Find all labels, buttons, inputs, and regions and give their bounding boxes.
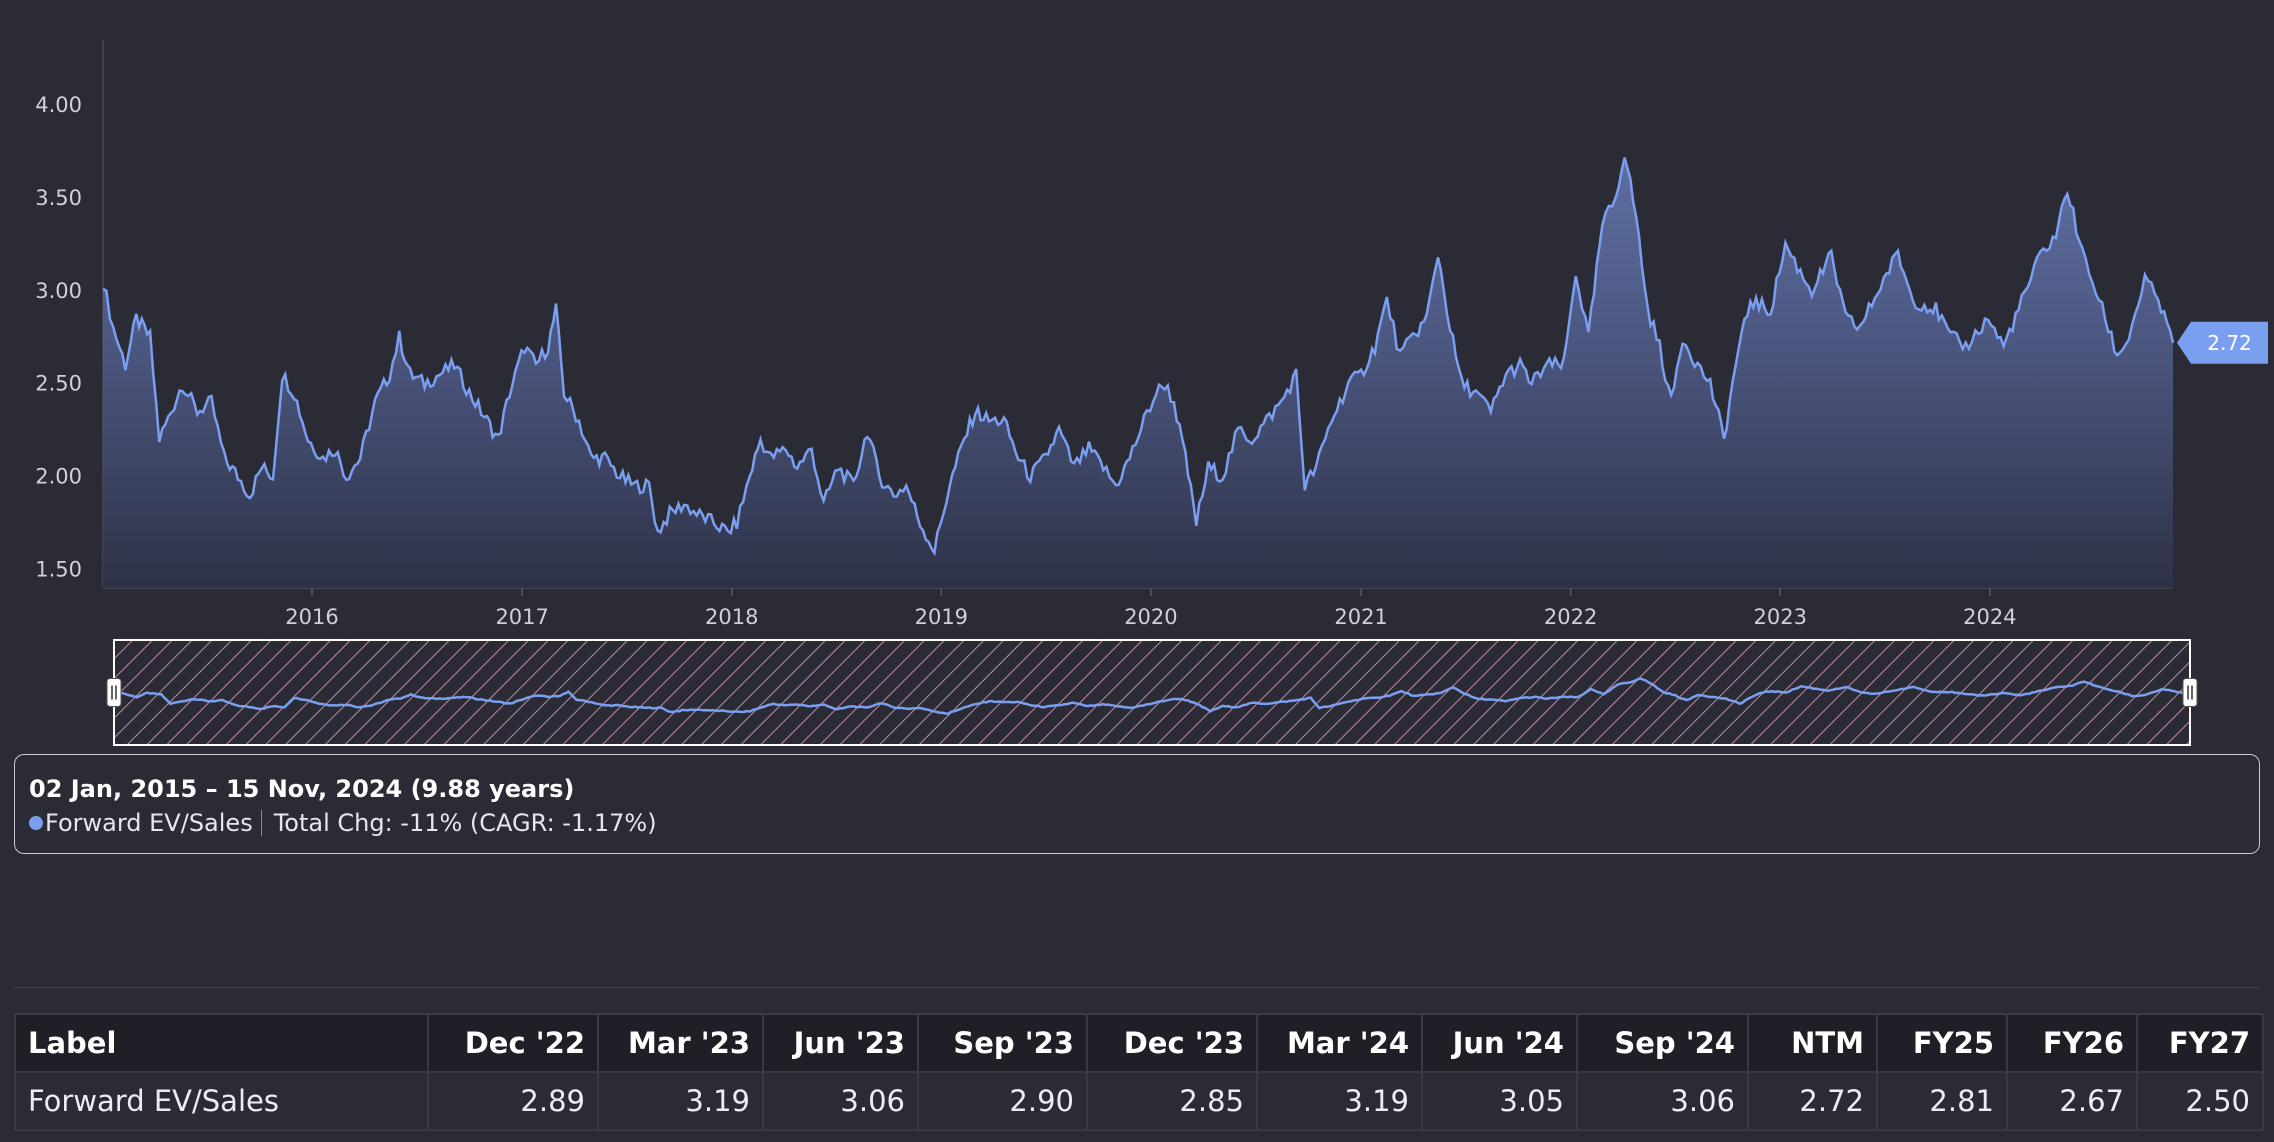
y-tick-label: 3.00 xyxy=(35,279,82,303)
table-cell: 3.06 xyxy=(762,1071,919,1131)
column-header[interactable]: Jun '23 xyxy=(762,1013,919,1073)
section-divider xyxy=(14,987,2260,988)
table-cell: 2.89 xyxy=(427,1071,599,1131)
column-header[interactable]: Sep '23 xyxy=(917,1013,1088,1073)
table-cell: 2.50 xyxy=(2136,1071,2264,1131)
range-navigator[interactable] xyxy=(106,639,2198,746)
x-tick-label: 2019 xyxy=(915,605,968,629)
legend-row: Forward EV/Sales Total Chg: -11% (CAGR: … xyxy=(29,809,657,837)
column-header[interactable]: Dec '22 xyxy=(427,1013,599,1073)
y-tick-label: 2.00 xyxy=(35,465,82,489)
x-tick-label: 2022 xyxy=(1544,605,1597,629)
series-line xyxy=(102,157,2175,557)
y-axis: 1.50 2.00 2.50 3.00 3.50 4.00 xyxy=(35,40,104,588)
handle-grip[interactable] xyxy=(2182,678,2198,707)
valuation-table: Label Dec '22 Mar '23 Jun '23 Sep '23 Dec '23… xyxy=(14,1013,2264,1131)
x-tick-label: 2018 xyxy=(705,605,758,629)
x-tick-label: 2024 xyxy=(1963,605,2016,629)
x-tick-label: 2023 xyxy=(1754,605,1807,629)
column-header[interactable]: FY25 xyxy=(1876,1013,2008,1073)
navigator-series-line xyxy=(113,677,2191,716)
column-header[interactable]: FY27 xyxy=(2136,1013,2264,1073)
summary-panel: 02 Jan, 2015 – 15 Nov, 2024 (9.88 years)… xyxy=(14,754,2260,854)
y-tick-label: 4.00 xyxy=(35,93,82,117)
column-header[interactable]: Jun '24 xyxy=(1421,1013,1578,1073)
table-row: Forward EV/Sales 2.89 3.19 3.06 2.90 2.85 3.19… xyxy=(14,1071,2264,1131)
table-cell: 3.19 xyxy=(1256,1071,1423,1131)
navigator-handle-left[interactable] xyxy=(106,678,122,707)
handle-grip[interactable] xyxy=(106,678,122,707)
table-cell: 2.72 xyxy=(1747,1071,1878,1131)
table-cell: 2.81 xyxy=(1876,1071,2008,1131)
column-header[interactable]: Mar '24 xyxy=(1256,1013,1423,1073)
table-cell: 3.06 xyxy=(1576,1071,1749,1131)
series-dot-icon xyxy=(29,816,43,830)
last-value-badge-shape xyxy=(2177,321,2268,364)
table-cell: 2.85 xyxy=(1086,1071,1258,1131)
column-header[interactable]: Sep '24 xyxy=(1576,1013,1749,1073)
date-range-label: 02 Jan, 2015 – 15 Nov, 2024 (9.88 years) xyxy=(29,775,575,803)
last-value-badge: 2.72 xyxy=(2177,321,2268,364)
table-cell: 2.67 xyxy=(2006,1071,2138,1131)
legend-separator xyxy=(260,810,262,836)
table-cell: 2.90 xyxy=(917,1071,1088,1131)
table-cell: 3.19 xyxy=(597,1071,764,1131)
x-tick-label: 2020 xyxy=(1124,605,1177,629)
last-value-label: 2.72 xyxy=(2207,331,2252,355)
series-area xyxy=(103,157,2173,588)
legend-series-name[interactable]: Forward EV/Sales xyxy=(45,809,253,837)
table-body: Forward EV/Sales 2.89 3.19 3.06 2.90 2.85 3.19… xyxy=(14,1071,2264,1131)
y-tick-label: 2.50 xyxy=(35,372,82,396)
column-header[interactable]: FY26 xyxy=(2006,1013,2138,1073)
y-tick-label: 3.50 xyxy=(35,186,82,210)
total-change-text: Total Chg: -11% (CAGR: -1.17%) xyxy=(273,809,657,837)
row-label: Forward EV/Sales xyxy=(14,1071,429,1131)
x-axis: 2016 2017 2018 2019 2020 2021 2022 2023 2024 xyxy=(103,587,2173,629)
chart-area: 1.502.002.503.003.504.00 2016 2017 2018 201… xyxy=(35,40,2268,746)
table-cell: 3.05 xyxy=(1421,1071,1578,1131)
navigator-mask xyxy=(113,639,2191,746)
x-tick-label: 2016 xyxy=(285,605,338,629)
column-header[interactable]: Dec '23 xyxy=(1086,1013,1258,1073)
y-tick-label: 1.50 xyxy=(35,557,82,581)
column-header[interactable]: Mar '23 xyxy=(597,1013,764,1073)
x-tick-label: 2021 xyxy=(1334,605,1387,629)
table-header-row: Label Dec '22 Mar '23 Jun '23 Sep '23 Dec '23… xyxy=(14,1013,2264,1073)
navigator-handle-right[interactable] xyxy=(2182,678,2198,707)
column-header[interactable]: Label xyxy=(14,1013,429,1073)
x-tick-label: 2017 xyxy=(495,605,548,629)
column-header[interactable]: NTM xyxy=(1747,1013,1878,1073)
